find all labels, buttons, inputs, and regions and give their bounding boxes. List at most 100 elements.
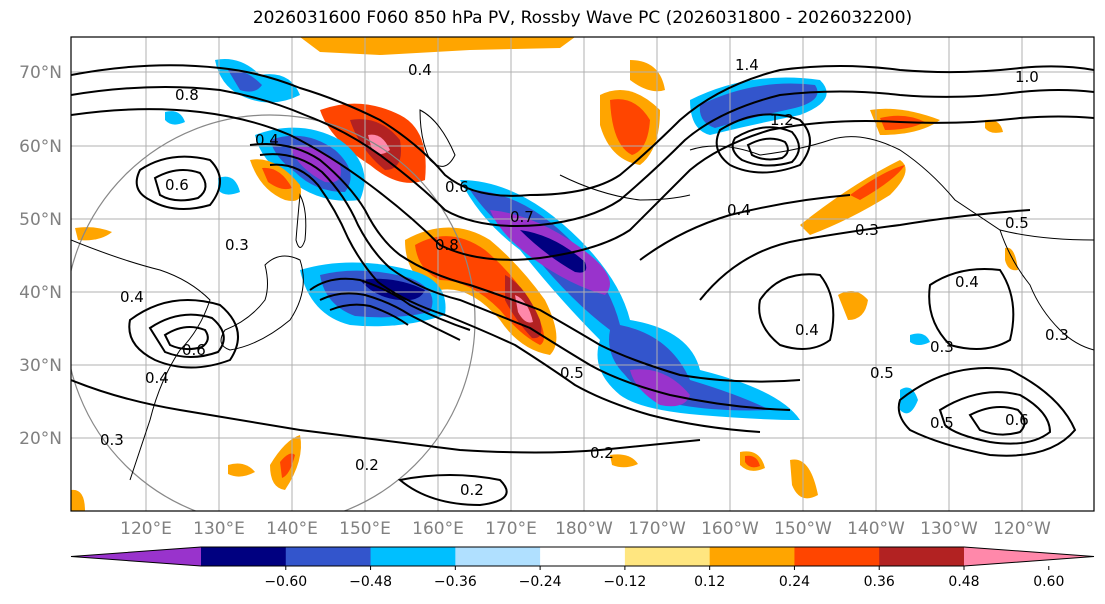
lon-label: 180°W <box>555 519 613 539</box>
shade-orange-alaska-top <box>630 60 665 92</box>
colorbar-extend-low <box>71 547 201 566</box>
contour-label: 0.5 <box>560 364 584 382</box>
coastline-kamchatka <box>419 109 456 167</box>
lat-label: 50°N <box>19 210 62 230</box>
lat-label: 30°N <box>19 356 62 376</box>
contour-line <box>153 168 207 202</box>
contour-line <box>715 113 811 174</box>
coastlines <box>71 109 1094 481</box>
contour-line <box>249 143 801 383</box>
contour-label: 0.3 <box>930 338 954 356</box>
shade-red-diagonal <box>415 236 544 345</box>
contour-line <box>128 299 239 369</box>
colorbar: −0.60 −0.48 −0.36 −0.24 −0.12 0.12 0.24 0.36 0.4… <box>70 546 1095 590</box>
contour-line <box>259 153 791 411</box>
coastline-west-coast <box>999 229 1094 351</box>
colorbar-segment <box>624 547 711 566</box>
lon-label: 150°W <box>774 519 832 539</box>
contour-label: 0.2 <box>460 481 484 499</box>
lon-label: 170°W <box>628 519 686 539</box>
colorbar-tick-label: −0.12 <box>603 574 646 590</box>
map-frame <box>70 36 1095 512</box>
colorbar-segment <box>285 547 372 566</box>
contour-line <box>746 137 789 161</box>
contour-line <box>397 474 508 507</box>
coastline-aleutians <box>559 174 691 201</box>
lat-label: 60°N <box>19 137 62 157</box>
shade-red-diag-east <box>850 165 905 200</box>
colorbar-extend-high <box>964 547 1094 566</box>
shade-navy-kuroshio <box>360 278 425 301</box>
contour-line <box>329 303 409 326</box>
contour-label: 0.6 <box>182 341 206 359</box>
contour-line <box>928 268 1015 350</box>
contour-label: 0.4 <box>145 369 169 387</box>
contour-label: 0.8 <box>435 236 459 254</box>
colorbar-tick-label: −0.36 <box>434 574 477 590</box>
colorbar-tick-label: 0.48 <box>948 574 979 590</box>
shade-orange-small-7 <box>610 454 638 468</box>
colorbar-tick-label: −0.24 <box>519 574 562 590</box>
contour-line <box>163 325 209 351</box>
colorbar-tick-label: 0.36 <box>864 574 895 590</box>
colorbar-tick-label: −0.60 <box>264 574 307 590</box>
contour-label: 0.4 <box>955 273 979 291</box>
contour-line <box>319 292 461 341</box>
lon-label: 130°E <box>193 519 245 539</box>
shade-orange-small-5 <box>228 463 255 477</box>
colorbar-outline <box>70 546 1095 567</box>
colorbar-segment <box>794 547 880 566</box>
contour-line <box>639 194 851 261</box>
lon-label: 160°W <box>701 519 759 539</box>
latitude-axis: 70°N 60°N 50°N 40°N 30°N 20°N <box>19 63 62 449</box>
colorbar-segment <box>540 547 626 566</box>
lon-label: 140°E <box>266 519 318 539</box>
shade-cyan-small-2 <box>218 176 240 195</box>
colorbar-tick-label: 0.12 <box>694 574 725 590</box>
contour-label: 0.4 <box>255 131 279 149</box>
lon-label: 120°E <box>120 519 172 539</box>
lat-label: 70°N <box>19 63 62 83</box>
contour-line <box>968 405 1026 436</box>
shade-red-small-2 <box>745 455 760 468</box>
contour-line <box>148 313 225 358</box>
contour-labels: 0.8 0.4 1.2 1.4 1.0 0.6 0.8 0.4 0.6 0.7 … <box>100 56 1069 499</box>
contour-label: 0.3 <box>225 236 249 254</box>
contour-label: 0.4 <box>120 288 144 306</box>
contour-label: 0.5 <box>1005 214 1029 232</box>
contour-line <box>71 379 701 454</box>
lon-label: 130°W <box>920 519 978 539</box>
contour-line <box>731 126 800 167</box>
lon-label: 150°E <box>339 519 391 539</box>
contour-label: 0.3 <box>855 221 879 239</box>
contour-line <box>71 64 1094 197</box>
contour-label: 1.4 <box>735 56 759 74</box>
colorbar-segment <box>455 547 541 566</box>
contour-label: 1.0 <box>1015 68 1039 86</box>
shade-red-small-4 <box>280 453 295 478</box>
contour-line <box>897 367 1077 457</box>
contour-line <box>758 273 835 350</box>
contour-label: 0.4 <box>795 321 819 339</box>
contour-label: 0.5 <box>870 364 894 382</box>
coastline-japan <box>220 255 304 351</box>
contour-label: 0.4 <box>408 61 432 79</box>
shade-red-alaska <box>610 99 650 155</box>
contour-label: 0.4 <box>727 201 751 219</box>
pv-contours <box>71 64 1094 507</box>
contour-label: 0.8 <box>175 86 199 104</box>
contour-line <box>309 277 471 331</box>
contour-label: 1.2 <box>770 111 794 129</box>
contour-label: 0.3 <box>1045 326 1069 344</box>
shade-orange-small-6 <box>75 227 112 241</box>
contour-label: 0.6 <box>445 178 469 196</box>
shade-pink-okhotsk <box>368 134 390 154</box>
shade-cyan-small-4 <box>910 333 930 345</box>
coastline-asia <box>71 239 211 481</box>
colorbar-segment <box>879 547 965 566</box>
shade-orange-small-3 <box>790 459 818 499</box>
contour-label: 0.2 <box>590 444 614 462</box>
contour-label: 0.2 <box>355 456 379 474</box>
lat-label: 40°N <box>19 283 62 303</box>
shade-orange-small-8 <box>985 119 1003 133</box>
